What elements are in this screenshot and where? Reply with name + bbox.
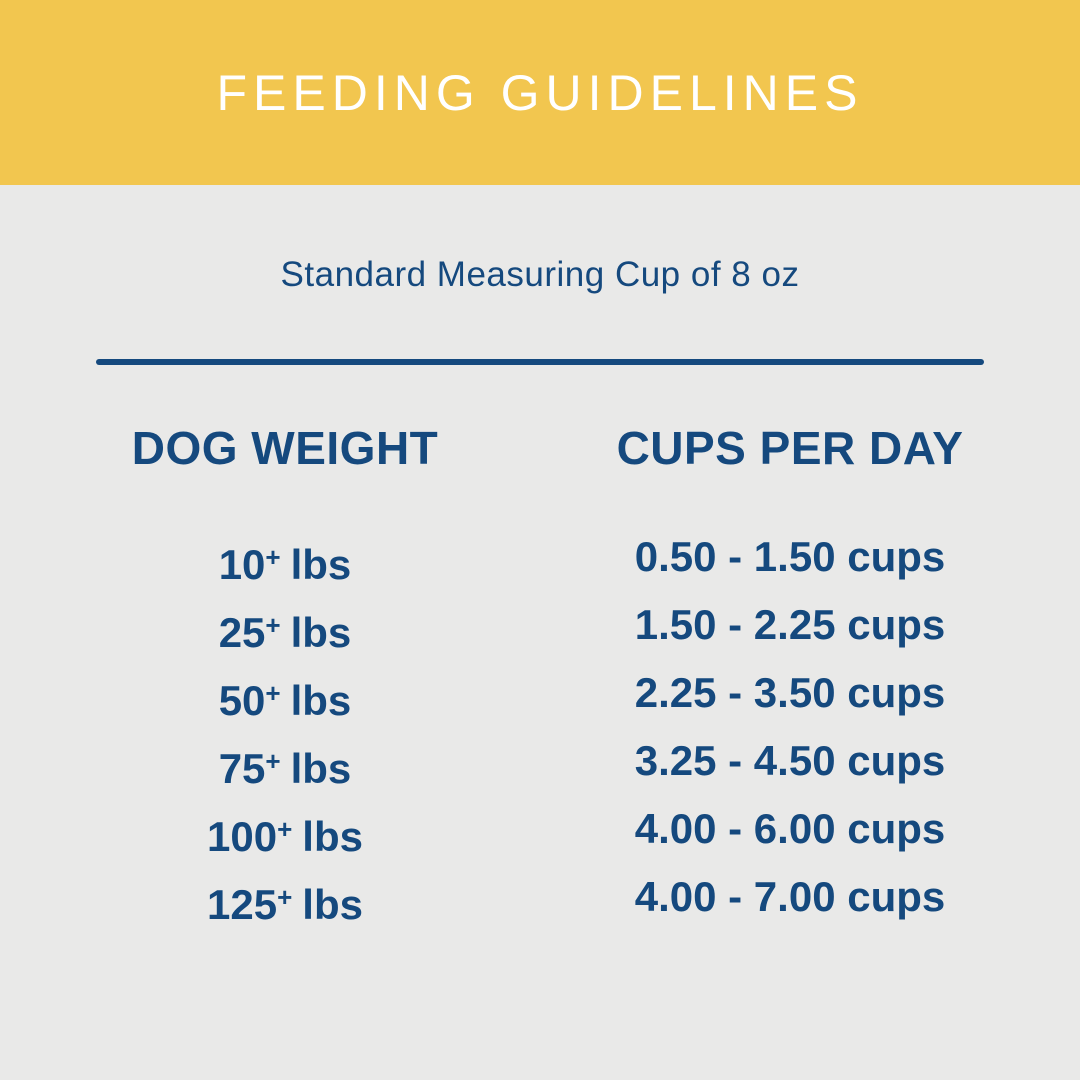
weight-unit: lbs xyxy=(290,677,352,725)
cups-per-day-cell: 2.25 - 3.50 cups xyxy=(634,669,946,716)
weight-plus: + xyxy=(265,542,281,572)
weight-value: 100 xyxy=(207,813,278,861)
weight-plus: + xyxy=(265,678,281,708)
dog-weight-cell: 100+ lbs xyxy=(95,795,475,871)
cups-per-day-cell: 1.50 - 2.25 cups xyxy=(634,601,946,648)
table-row: 125+ lbs 4.00 - 7.00 cups xyxy=(95,863,1080,931)
weight-unit: lbs xyxy=(290,541,352,589)
weight-value: 75 xyxy=(218,745,266,793)
weight-plus: + xyxy=(265,746,281,776)
dog-weight-cell: 50+ lbs xyxy=(95,659,475,735)
weight-unit: lbs xyxy=(290,609,352,657)
page-title: FEEDING GUIDELINES xyxy=(216,64,864,121)
dog-weight-cell: 10+ lbs xyxy=(95,523,475,599)
table-header-row: DOG WEIGHT CUPS PER DAY xyxy=(95,421,1080,475)
weight-plus: + xyxy=(265,610,281,640)
table-row: 10+ lbs 0.50 - 1.50 cups xyxy=(95,523,1080,591)
weight-value: 50 xyxy=(218,677,266,725)
table-row: 50+ lbs 2.25 - 3.50 cups xyxy=(95,659,1080,727)
dog-weight-cell: 25+ lbs xyxy=(95,591,475,667)
weight-unit: lbs xyxy=(302,813,363,861)
weight-unit: lbs xyxy=(290,745,352,793)
cups-per-day-cell: 4.00 - 7.00 cups xyxy=(634,873,946,920)
table-body: 10+ lbs 0.50 - 1.50 cups 25+ lbs 1.50 - 2.… xyxy=(0,523,1080,931)
weight-value: 25 xyxy=(218,609,266,657)
weight-plus: + xyxy=(277,882,293,912)
weight-plus: + xyxy=(277,814,293,844)
divider-line xyxy=(96,359,984,365)
weight-unit: lbs xyxy=(302,881,363,929)
weight-value: 10 xyxy=(218,541,266,589)
cups-per-day-cell: 0.50 - 1.50 cups xyxy=(634,533,946,580)
table-row: 100+ lbs 4.00 - 6.00 cups xyxy=(95,795,1080,863)
column-header-dog-weight: DOG WEIGHT xyxy=(131,422,439,474)
cups-per-day-cell: 4.00 - 6.00 cups xyxy=(634,805,946,852)
subtitle: Standard Measuring Cup of 8 oz xyxy=(280,255,800,294)
weight-value: 125 xyxy=(207,881,278,929)
table-row: 75+ lbs 3.25 - 4.50 cups xyxy=(95,727,1080,795)
dog-weight-cell: 125+ lbs xyxy=(95,863,475,939)
table-row: 25+ lbs 1.50 - 2.25 cups xyxy=(95,591,1080,659)
header-banner: FEEDING GUIDELINES xyxy=(0,0,1080,185)
column-header-cups-per-day: CUPS PER DAY xyxy=(616,422,964,474)
cups-per-day-cell: 3.25 - 4.50 cups xyxy=(634,737,946,784)
dog-weight-cell: 75+ lbs xyxy=(95,727,475,803)
